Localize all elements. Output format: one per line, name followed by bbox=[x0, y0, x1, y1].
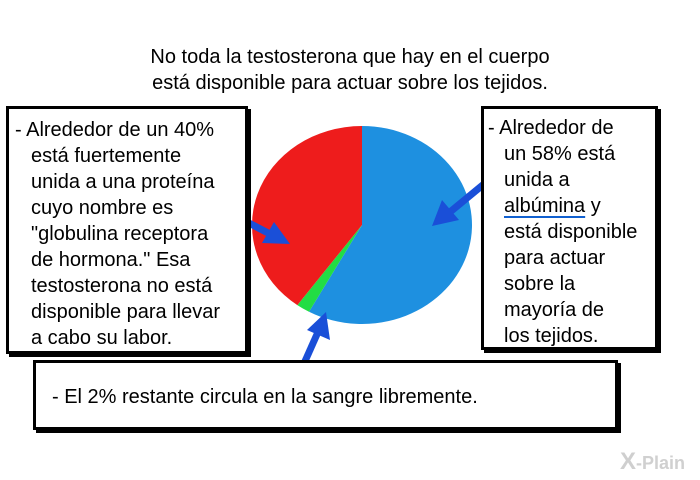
info-box-albumina: - Alrededor de un 58% está unida a albúm… bbox=[481, 106, 658, 350]
diagram-title: No toda la testosterona que hay en el cu… bbox=[100, 44, 600, 96]
right-line-4-rest: y bbox=[585, 195, 601, 217]
arrow-right bbox=[432, 181, 487, 226]
right-line-7: sobre la bbox=[504, 273, 576, 295]
arrows bbox=[226, 181, 487, 370]
albumina-link[interactable]: albúmina bbox=[504, 195, 586, 217]
right-line-9: los tejidos. bbox=[504, 325, 599, 347]
left-line-2: está fuertemente bbox=[31, 145, 182, 167]
title-line-1: No toda la testosterona que hay en el cu… bbox=[150, 46, 550, 68]
left-line-9: a cabo su labor. bbox=[31, 327, 173, 349]
left-line-8: disponible para llevar bbox=[31, 301, 221, 323]
right-line-3: unida a bbox=[504, 169, 570, 191]
pie-chart bbox=[252, 126, 472, 324]
right-line-1: - Alrededor de bbox=[488, 117, 614, 139]
right-line-5: está disponible bbox=[504, 221, 638, 243]
pie-slice-1 bbox=[309, 126, 472, 324]
xplain-logo: X-Plain bbox=[620, 448, 686, 475]
pie-slice-2 bbox=[297, 225, 362, 312]
right-line-8: mayoría de bbox=[504, 299, 605, 321]
info-box-globulina: - Alrededor de un 40% está fuertemente u… bbox=[6, 106, 248, 354]
right-line-4: albúmina y bbox=[488, 193, 651, 219]
left-line-1: - Alrededor de un 40% bbox=[15, 119, 215, 141]
right-line-2: un 58% está bbox=[504, 143, 616, 165]
info-box-libre: - El 2% restante circula en la sangre li… bbox=[33, 360, 618, 430]
pie-slice-3 bbox=[252, 126, 362, 306]
bottom-line: - El 2% restante circula en la sangre li… bbox=[52, 386, 478, 408]
left-line-5: "globulina receptora bbox=[31, 223, 209, 245]
right-line-6: para actuar bbox=[504, 247, 606, 269]
title-line-2: está disponible para actuar sobre los te… bbox=[152, 72, 548, 94]
left-line-7: testosterona no está bbox=[31, 275, 213, 297]
left-line-3: unida a una proteína bbox=[31, 171, 215, 193]
left-line-4: cuyo nombre es bbox=[31, 197, 174, 219]
left-line-6: de hormona." Esa bbox=[31, 249, 191, 271]
